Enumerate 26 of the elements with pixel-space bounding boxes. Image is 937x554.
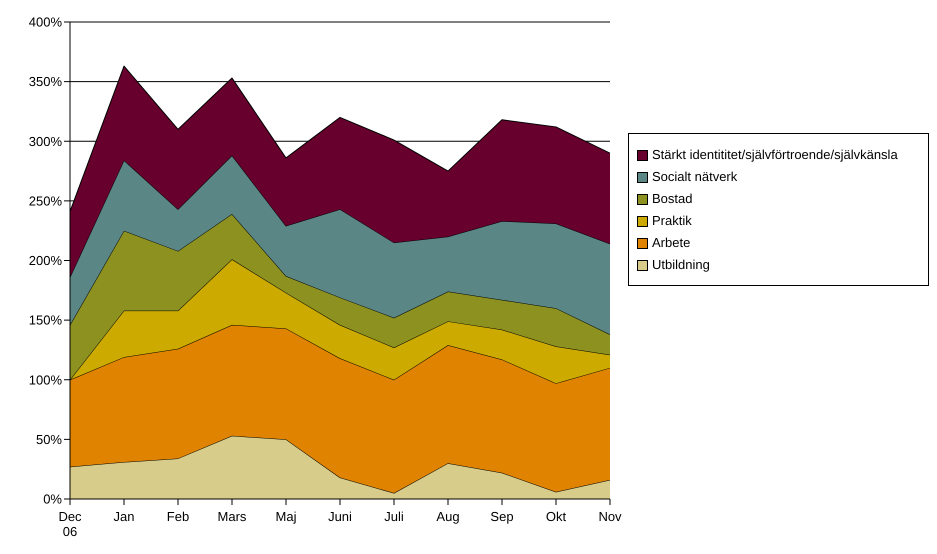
x-tick-label: Maj — [276, 509, 297, 524]
x-tick-label: Juni — [328, 509, 352, 524]
legend-label: Praktik — [652, 213, 692, 228]
x-tick-label: Dec 06 — [58, 509, 82, 539]
y-tick-label: 0% — [43, 492, 62, 507]
legend-label: Arbete — [652, 235, 690, 250]
x-tick-label: Sep — [490, 509, 514, 524]
x-tick-label: Jan — [114, 509, 134, 524]
x-tick-label: Feb — [166, 509, 190, 524]
y-tick-label: 150% — [28, 312, 62, 328]
y-tick-label: 250% — [28, 193, 62, 208]
y-tick-label: 100% — [28, 372, 62, 388]
x-tick-label: Juli — [384, 509, 404, 524]
x-tick-label: Okt — [546, 509, 566, 524]
y-tick-label: 400% — [28, 14, 62, 30]
legend-label: Stärkt identititet/självförtroende/självkänsla — [652, 147, 898, 162]
legend-label: Utbildning — [652, 257, 710, 272]
y-tick-label: 50% — [36, 432, 62, 447]
x-tick-label: Nov — [598, 509, 622, 524]
y-tick-label: 200% — [28, 253, 62, 268]
y-tick-label: 350% — [28, 74, 62, 90]
y-tick-label: 300% — [28, 134, 62, 149]
legend-label: Socialt nätverk — [652, 169, 738, 184]
x-tick-label: Mars — [218, 509, 247, 524]
x-tick-label: Aug — [436, 509, 460, 524]
legend-label: Bostad — [652, 191, 692, 206]
